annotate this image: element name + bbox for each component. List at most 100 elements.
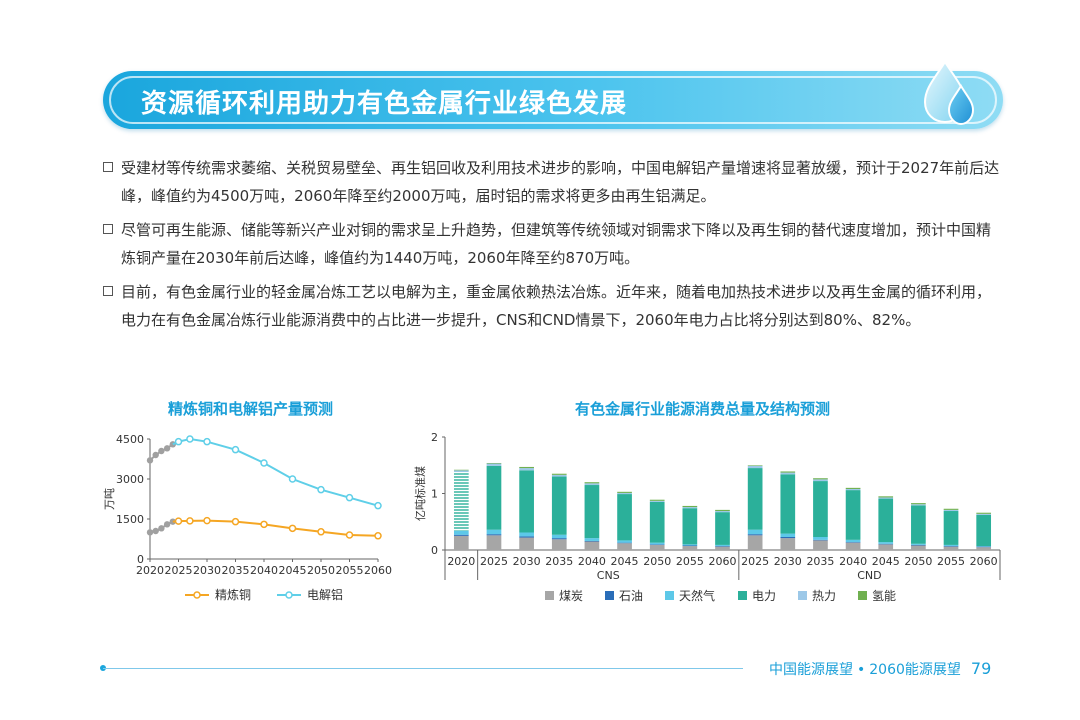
bar-segment <box>551 473 567 475</box>
series-point <box>174 437 183 446</box>
bar-segment <box>878 497 894 499</box>
bar-segment <box>813 537 828 540</box>
legend-swatch-point <box>285 591 293 599</box>
bar-segment <box>682 508 698 545</box>
legend-label: 石油 <box>619 589 643 603</box>
bar-segment <box>486 529 502 535</box>
bar-segment <box>845 542 861 543</box>
bar-segment <box>617 492 632 495</box>
y-tick-label: 3000 <box>116 473 144 486</box>
y-tick-label: 1500 <box>116 513 144 526</box>
series-point <box>345 493 354 502</box>
bar-segment <box>780 471 796 473</box>
banner-title: 资源循环利用助力有色金属行业绿色发展 <box>141 89 628 119</box>
bar-segment <box>878 544 894 550</box>
bar-segment <box>617 540 632 543</box>
bar-segment <box>976 512 992 514</box>
y-tick-label: 0 <box>137 553 144 566</box>
x-tick-label: 2025 <box>741 555 769 568</box>
series-line <box>172 519 379 537</box>
footer-book: 2060能源展望 <box>869 662 961 678</box>
bar-segment <box>649 501 665 543</box>
bar-segment <box>813 481 828 538</box>
series-point <box>231 445 240 454</box>
bullet-item: 尽管可再生能源、储能等新兴产业对铜的需求呈上升趋势，但建筑等传统领域对铜需求下降… <box>103 216 1003 272</box>
x-tick-label: 2040 <box>578 555 606 568</box>
bar-segment <box>715 544 730 547</box>
bar-segment <box>715 546 730 550</box>
bar-segment <box>747 468 763 530</box>
group-label: CND <box>857 569 881 582</box>
bar-segment <box>976 546 992 548</box>
bar-segment <box>878 542 894 544</box>
bar-segment <box>943 546 959 550</box>
series-point <box>288 524 297 533</box>
bar-segment <box>453 535 469 550</box>
series-point <box>260 459 268 467</box>
legend-label: 热力 <box>812 589 836 603</box>
line-chart-title: 精炼铜和电解铝产量预测 <box>168 400 334 418</box>
bar-segment <box>617 491 632 493</box>
y-tick-label: 2 <box>431 431 438 444</box>
bar-segment <box>747 465 763 466</box>
series-point <box>174 517 183 525</box>
history-point <box>158 447 165 455</box>
bar-segment <box>976 513 992 515</box>
y-tick-label: 0 <box>431 544 438 557</box>
x-tick-label: 2055 <box>937 555 965 568</box>
bar-segment <box>911 545 926 550</box>
bar-segment <box>682 505 698 508</box>
bar-segment <box>878 496 894 498</box>
bar-segment <box>878 543 894 545</box>
bar-segment <box>878 498 894 543</box>
bar-segment <box>551 538 567 540</box>
series-point <box>317 485 325 494</box>
y-axis-label: 万吨 <box>103 488 116 510</box>
bullet-square-icon <box>103 286 113 296</box>
bar-segment <box>486 535 502 550</box>
bullet-square-icon <box>103 224 113 234</box>
bar-segment <box>649 542 665 545</box>
bullet-item: 受建材等传统需求萎缩、关税贸易壁垒、再生铝回收及利用技术进步的影响，中国电解铝产… <box>103 154 1003 210</box>
legend-swatch <box>605 591 614 600</box>
bar-segment <box>649 544 665 550</box>
x-tick-label: 2040 <box>839 555 867 568</box>
legend-label: 电力 <box>752 589 776 603</box>
bullet-list: 受建材等传统需求萎缩、关税贸易壁垒、再生铝回收及利用技术进步的影响，中国电解铝产… <box>103 154 1003 340</box>
x-tick-label: 2050 <box>904 555 932 568</box>
x-tick-label: 2020 <box>447 555 475 568</box>
bar-segment <box>943 509 959 512</box>
bar-segment <box>911 544 926 546</box>
x-tick-label: 2025 <box>165 564 193 577</box>
bar-segment <box>584 540 600 542</box>
legend-label: 天然气 <box>679 588 715 603</box>
bar-segment <box>682 544 698 546</box>
x-tick-label: 2060 <box>709 555 737 568</box>
bar-segment <box>845 488 861 491</box>
series-point <box>345 531 354 539</box>
bar-segment <box>649 500 665 502</box>
legend-swatch <box>738 591 747 600</box>
bar-segment <box>976 547 992 550</box>
bar-segment <box>453 534 469 536</box>
footer-title: 中国能源展望 <box>769 662 853 678</box>
history-point <box>163 445 171 452</box>
y-tick-label: 4500 <box>116 433 144 446</box>
bar-segment <box>584 483 600 486</box>
legend-label: 氢能 <box>872 588 896 603</box>
series-point <box>203 437 211 446</box>
bar-segment <box>747 465 763 469</box>
bar-segment <box>813 478 828 480</box>
bar-segment <box>519 470 534 533</box>
legend-swatch-point <box>193 591 201 599</box>
x-tick-label: 2030 <box>193 564 221 577</box>
series-line <box>172 437 379 507</box>
bar-segment <box>519 466 534 469</box>
page-number: 79 <box>970 659 992 678</box>
series-point <box>186 435 194 443</box>
bar-chart-title: 有色金属行业能源消费总量及结构预测 <box>575 400 831 418</box>
bar-segment <box>453 470 469 473</box>
bar-segment <box>551 474 567 477</box>
bar-segment <box>780 533 796 538</box>
bar-segment <box>617 494 632 541</box>
